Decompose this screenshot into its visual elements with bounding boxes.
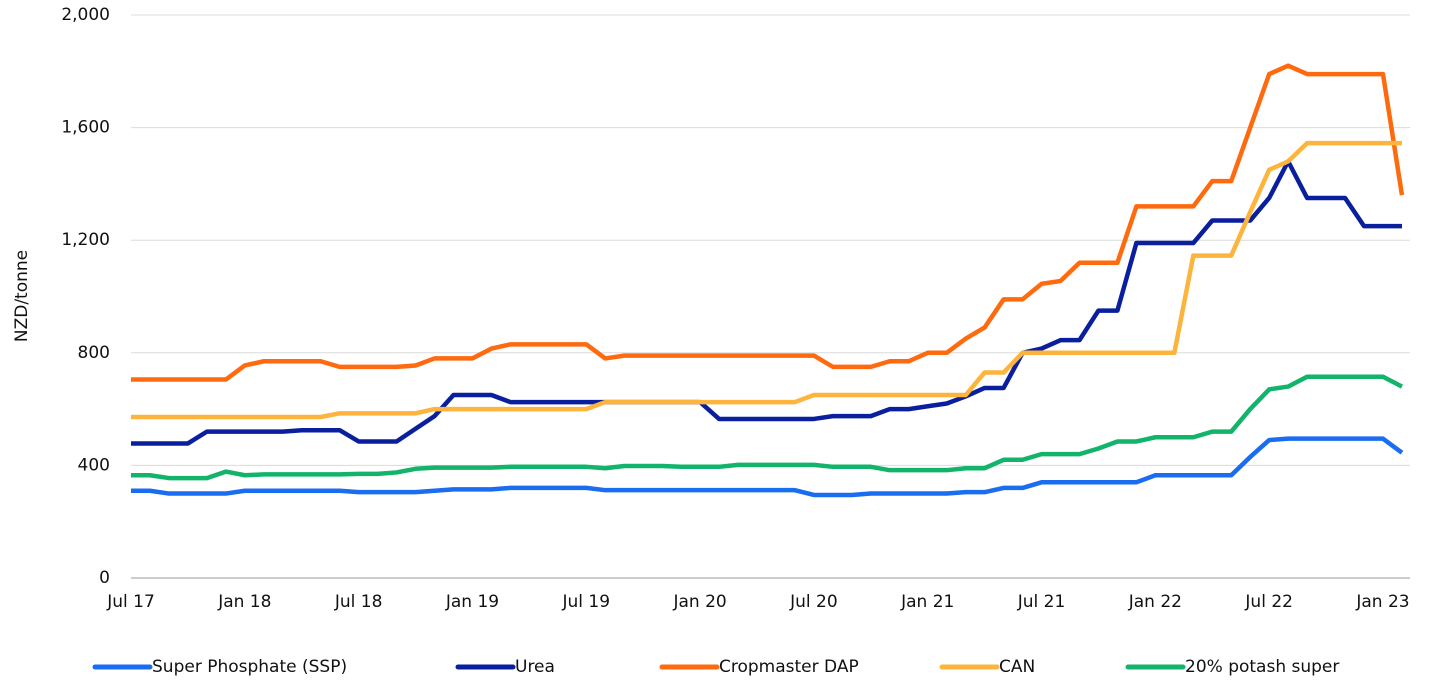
series-line — [131, 436, 1404, 498]
x-tick-label: Jan 22 — [1128, 592, 1182, 612]
legend-label: CAN — [999, 657, 1035, 677]
x-tick-label: Jan 20 — [672, 592, 726, 612]
y-tick-label: 2,000 — [61, 5, 110, 25]
legend-label: Super Phosphate (SSP) — [152, 657, 347, 677]
legend-label: Urea — [515, 657, 555, 677]
legend-label: 20% potash super — [1185, 657, 1339, 677]
series-line — [131, 159, 1402, 446]
x-tick-label: Jan 21 — [900, 592, 954, 612]
x-tick-label: Jan 23 — [1355, 592, 1409, 612]
y-tick-label: 1,200 — [61, 230, 110, 250]
series-line — [131, 140, 1402, 420]
x-tick-label: Jan 19 — [445, 592, 499, 612]
x-tick-label: Jul 20 — [789, 592, 838, 612]
y-tick-label: 800 — [78, 343, 110, 363]
y-tick-label: 0 — [99, 568, 110, 588]
x-tick-label: Jul 21 — [1017, 592, 1066, 612]
y-axis-label: NZD/tonne — [12, 250, 32, 342]
x-tick-label: Jul 19 — [561, 592, 610, 612]
x-tick-label: Jul 17 — [106, 592, 155, 612]
x-tick-label: Jul 18 — [334, 592, 383, 612]
legend-label: Cropmaster DAP — [719, 657, 859, 677]
x-tick-label: Jan 18 — [217, 592, 271, 612]
series-line — [131, 63, 1405, 382]
y-tick-label: 400 — [78, 455, 110, 475]
series-line — [131, 374, 1404, 481]
x-tick-label: Jul 22 — [1244, 592, 1293, 612]
y-tick-label: 1,600 — [61, 118, 110, 138]
